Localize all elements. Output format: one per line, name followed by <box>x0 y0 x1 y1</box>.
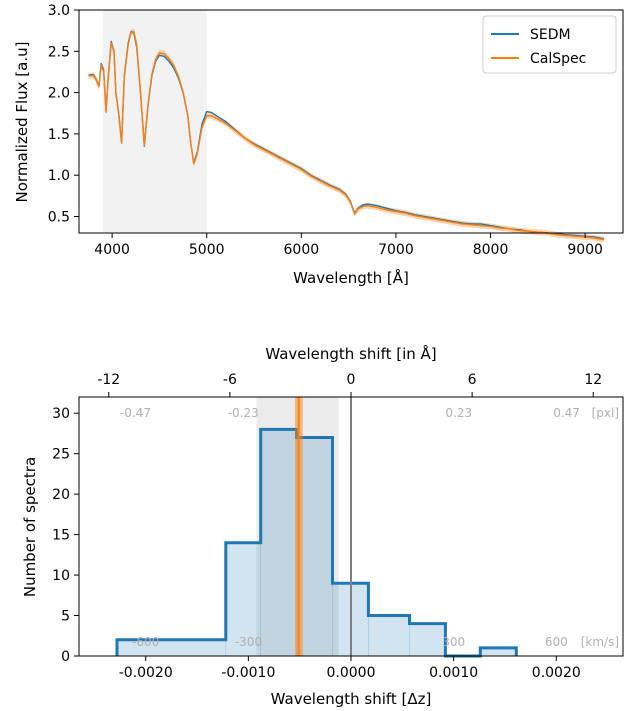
top-tick-label: -6 <box>223 372 237 388</box>
x-tick-label: 8000 <box>473 242 509 258</box>
hist-x-tick-label: 0.0010 <box>429 665 478 681</box>
histogram-bar <box>260 429 297 657</box>
hist-y-tick-label: 30 <box>52 406 70 422</box>
y-tick-label: 2.5 <box>48 44 70 60</box>
spectrum-chart: 4000 5000 6000 7000 8000 9000 0.5 1.0 1.5 2.0 2.5… <box>13 3 624 287</box>
hist-y-tick-label: 10 <box>52 568 70 584</box>
x-tick-label: 9000 <box>567 242 603 258</box>
spectrum-legend: SEDM CalSpec <box>482 15 617 74</box>
histogram-y-axis-label: Number of spectra <box>21 457 39 597</box>
top-tick-label: 12 <box>584 372 602 388</box>
spectrum-plot-frame <box>78 9 624 234</box>
x-tick-label: 7000 <box>378 242 414 258</box>
legend-label-calspec: CalSpec <box>530 51 586 67</box>
spectrum-x-axis-label: Wavelength [Å] <box>293 268 409 287</box>
y-tick-label: 3.0 <box>48 3 70 19</box>
histogram-bar <box>368 615 410 657</box>
series-line-calspec <box>88 30 605 241</box>
hist-x-tick-label: -0.0020 <box>119 665 173 681</box>
hist-x-tick-label: -0.0010 <box>221 665 275 681</box>
pxl-scale-label: 0.23 <box>445 406 472 420</box>
x-tick-label: 5000 <box>189 242 225 258</box>
pxl-scale-label: -0.23 <box>228 406 259 420</box>
top-tick-label: 6 <box>468 372 477 388</box>
y-tick-label: 1.5 <box>48 127 70 143</box>
hist-y-tick-label: 15 <box>52 528 70 544</box>
histogram-bar <box>409 623 446 657</box>
pxl-scale-label: 0.47 <box>553 406 580 420</box>
y-tick-label: 0.5 <box>48 209 70 225</box>
histogram-chart: -0.0020 -0.0010 0.0000 0.0010 0.0020 0 5 10 15 2… <box>21 344 624 708</box>
y-tick-label: 2.0 <box>48 86 70 102</box>
hist-x-tick-label: 0.0020 <box>532 665 581 681</box>
pxl-scale-label: -0.47 <box>120 406 151 420</box>
hist-y-tick-label: 25 <box>52 447 70 463</box>
pxl-unit-label: [pxl] <box>592 406 619 420</box>
hist-y-tick-label: 20 <box>52 487 70 503</box>
kms-scale-label: -300 <box>235 635 262 649</box>
kms-scale-label: 300 <box>442 635 465 649</box>
spectrum-shaded-region <box>102 10 207 233</box>
x-tick-label: 4000 <box>94 242 130 258</box>
top-tick-label: -12 <box>97 372 120 388</box>
hist-y-tick-label: 0 <box>61 649 70 665</box>
histogram-top-axis-label: Wavelength shift [in Å] <box>265 344 436 363</box>
kms-scale-label: 600 <box>545 635 568 649</box>
x-tick-label: 6000 <box>284 242 320 258</box>
kms-unit-label: [km/s] <box>581 635 619 649</box>
kms-scale-label: -600 <box>132 635 159 649</box>
histogram-x-axis-label: Wavelength shift [Δz] <box>271 690 432 708</box>
top-tick-label: 0 <box>347 372 356 388</box>
y-tick-label: 1.0 <box>48 168 70 184</box>
hist-y-tick-label: 5 <box>61 609 70 625</box>
legend-label-sedm: SEDM <box>530 27 571 43</box>
spectrum-y-axis-label: Normalized Flux [a.u] <box>13 42 31 203</box>
hist-x-tick-label: 0.0000 <box>327 665 376 681</box>
